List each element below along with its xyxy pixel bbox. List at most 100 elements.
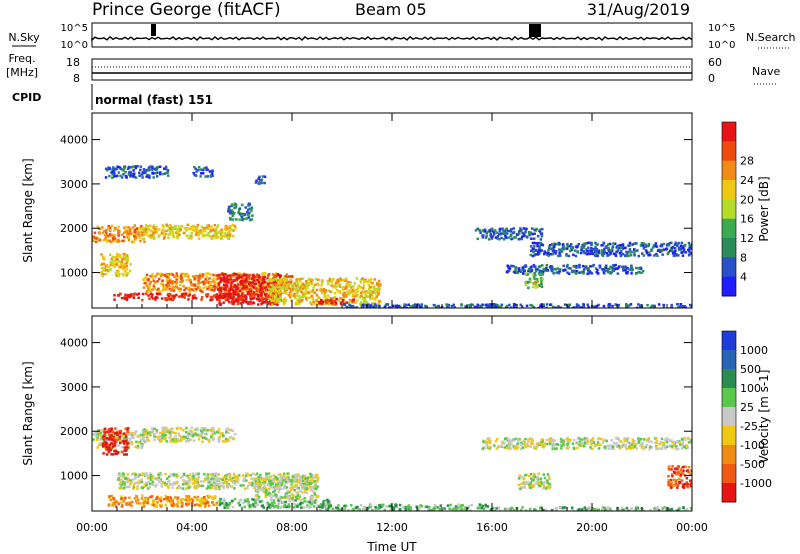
- heatmap-cell: [360, 305, 363, 308]
- heatmap-cell: [578, 266, 581, 269]
- heatmap-cell: [205, 224, 209, 228]
- heatmap-cell: [617, 244, 620, 248]
- heatmap-cell: [154, 275, 157, 278]
- heatmap-cell: [295, 497, 298, 500]
- heatmap-cell: [541, 227, 544, 231]
- heatmap-cell: [327, 502, 330, 506]
- heatmap-cell: [137, 481, 140, 485]
- heatmap-cell: [582, 243, 586, 246]
- heatmap-cell: [111, 430, 115, 434]
- heatmap-cell: [213, 481, 216, 484]
- heatmap-cell: [283, 275, 286, 278]
- heatmap-cell: [164, 494, 168, 498]
- heatmap-cell: [514, 306, 517, 308]
- heatmap-cell: [209, 282, 212, 285]
- heatmap-cell: [183, 231, 186, 235]
- heatmap-cell: [238, 213, 242, 216]
- heatmap-cell: [139, 165, 143, 168]
- heatmap-cell: [536, 234, 540, 238]
- heatmap-cell: [270, 279, 273, 283]
- heatmap-cell: [237, 294, 240, 297]
- colorbar-tick-label: 20: [740, 193, 754, 206]
- heatmap-cell: [227, 294, 230, 298]
- heatmap-cell: [210, 486, 214, 489]
- heatmap-cell: [125, 268, 129, 271]
- heatmap-cell: [245, 279, 248, 282]
- heatmap-cell: [103, 229, 106, 233]
- heatmap-cell: [93, 231, 97, 235]
- heatmap-cell: [194, 227, 197, 230]
- heatmap-cell: [354, 288, 357, 292]
- heatmap-cell: [154, 228, 158, 231]
- heatmap-cell: [166, 499, 169, 502]
- heatmap-cell: [131, 500, 134, 504]
- heatmap-cell: [211, 298, 214, 301]
- heatmap-cell: [116, 240, 119, 243]
- heatmap-cell: [374, 297, 377, 300]
- heatmap-cell: [352, 300, 355, 303]
- heatmap-cell: [165, 275, 169, 278]
- heatmap-cell: [218, 487, 221, 490]
- heatmap-cell: [169, 281, 172, 284]
- heatmap-cell: [195, 231, 199, 234]
- heatmap-cell: [602, 241, 605, 245]
- heatmap-cell: [188, 290, 191, 294]
- heatmap-cell: [308, 485, 311, 488]
- heatmap-cell: [205, 498, 208, 501]
- heatmap-cell: [323, 295, 326, 298]
- heatmap-cell: [105, 453, 109, 456]
- heatmap-cell: [137, 296, 140, 299]
- heatmap-cell: [105, 240, 109, 243]
- heatmap-cell: [461, 504, 465, 507]
- heatmap-cell: [360, 294, 363, 298]
- heatmap-cell: [190, 228, 193, 231]
- heatmap-cell: [116, 230, 120, 233]
- heatmap-cell: [110, 257, 113, 261]
- heatmap-cell: [244, 283, 247, 287]
- heatmap-cell: [624, 246, 627, 249]
- heatmap-cell: [190, 426, 194, 429]
- heatmap-cell: [129, 437, 132, 441]
- heatmap-cell: [159, 479, 162, 483]
- heatmap-cell: [183, 480, 186, 483]
- heatmap-cell: [257, 280, 261, 284]
- heatmap-cell: [312, 300, 316, 303]
- heatmap-cell: [254, 287, 258, 290]
- heatmap-cell: [207, 494, 211, 498]
- heatmap-cell: [587, 272, 591, 275]
- date-title: 31/Aug/2019: [587, 0, 690, 19]
- heatmap-cell: [242, 298, 246, 302]
- heatmap-cell: [161, 426, 165, 429]
- heatmap-cell: [662, 242, 665, 246]
- heatmap-cell: [294, 477, 297, 480]
- heatmap-cell: [170, 437, 174, 441]
- heatmap-cell: [303, 500, 306, 503]
- heatmap-cell: [138, 174, 141, 177]
- heatmap-cell: [100, 266, 104, 270]
- heatmap-cell: [246, 498, 249, 501]
- heatmap-cell: [190, 232, 194, 235]
- heatmap-cell: [148, 432, 152, 436]
- heatmap-cell: [255, 274, 259, 277]
- heatmap-cell: [213, 285, 217, 288]
- heatmap-cell: [512, 270, 516, 274]
- heatmap-cell: [204, 437, 208, 440]
- heatmap-cell: [117, 260, 120, 263]
- heatmap-cell: [532, 264, 536, 267]
- heatmap-cell: [367, 284, 370, 287]
- heatmap-cell: [504, 236, 508, 239]
- heatmap-cell: [102, 452, 105, 455]
- heatmap-cell: [134, 477, 137, 480]
- heatmap-cell: [219, 484, 223, 488]
- heatmap-cell: [535, 242, 538, 245]
- heatmap-cell: [647, 254, 650, 257]
- heatmap-cell: [197, 279, 200, 282]
- heatmap-cell: [250, 218, 254, 221]
- heatmap-cell: [201, 440, 204, 443]
- heatmap-cell: [136, 293, 139, 296]
- heatmap-cell: [213, 233, 217, 237]
- heatmap-cell: [289, 280, 293, 284]
- heatmap-cell: [270, 497, 273, 500]
- heatmap-cell: [229, 276, 233, 280]
- heatmap-cell: [211, 497, 215, 501]
